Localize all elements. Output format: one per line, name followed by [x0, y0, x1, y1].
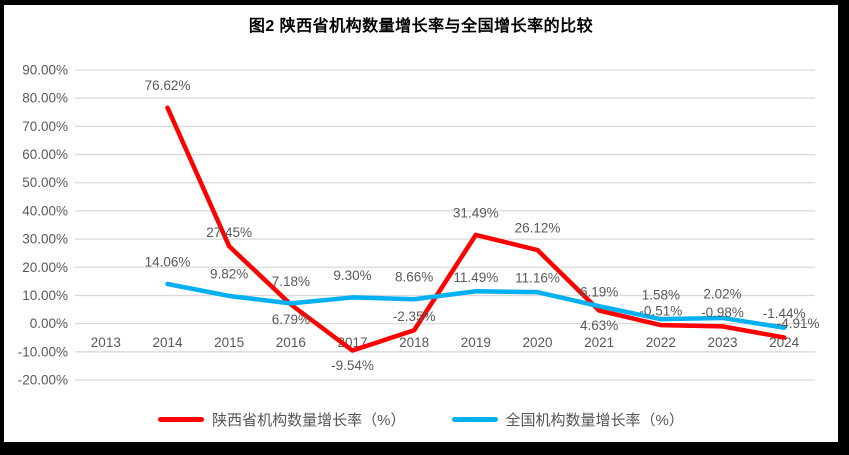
national-series-swatch-icon — [451, 416, 498, 422]
data-label: 11.49% — [453, 270, 498, 285]
x-axis-tick-label: 2020 — [522, 335, 552, 350]
legend-item-shaanxi[interactable]: 陕西省机构数量增长率（%） — [158, 409, 406, 430]
data-label: -9.54% — [331, 358, 374, 373]
data-label: -1.44% — [763, 306, 806, 321]
y-axis-tick-label: 20.00% — [22, 260, 68, 275]
y-axis-tick-label: 60.00% — [22, 147, 68, 162]
data-label: 8.66% — [395, 270, 433, 285]
data-label: 9.30% — [333, 268, 371, 283]
shaanxi-series-label: 陕西省机构数量增长率（%） — [212, 411, 406, 429]
data-label: -2.35% — [393, 309, 436, 324]
national-series-label: 全国机构数量增长率（%） — [505, 411, 684, 429]
data-label: 7.18% — [272, 274, 310, 289]
shaanxi-series-swatch-icon — [158, 416, 205, 422]
y-axis-tick-label: 70.00% — [22, 119, 68, 134]
data-label: 2.02% — [703, 286, 741, 301]
y-axis-tick-label: -20.00% — [18, 373, 68, 388]
y-axis-tick-label: 0.00% — [30, 316, 68, 331]
x-axis-tick-label: 2015 — [214, 335, 244, 350]
data-label: 14.06% — [145, 255, 191, 270]
data-label: 31.49% — [453, 205, 499, 220]
data-label: 26.12% — [515, 221, 561, 236]
legend: 陕西省机构数量增长率（%） 全国机构数量增长率（%） — [4, 406, 838, 432]
data-label: 6.79% — [272, 312, 310, 327]
data-label: 27.45% — [206, 225, 252, 240]
data-label: -4.91% — [777, 316, 820, 331]
x-axis-tick-label: 2022 — [646, 335, 676, 350]
y-axis-tick-label: 30.00% — [22, 232, 68, 247]
y-axis-tick-label: -10.00% — [18, 344, 68, 359]
x-axis-tick-label: 2024 — [769, 335, 800, 350]
legend-item-national[interactable]: 全国机构数量增长率（%） — [451, 409, 684, 430]
x-axis-tick-label: 2016 — [276, 335, 306, 350]
series-line-national — [165, 281, 787, 330]
x-axis-tick-label: 2013 — [91, 335, 121, 350]
y-axis-tick-label: 40.00% — [22, 203, 68, 218]
y-axis-tick-label: 90.00% — [22, 63, 68, 78]
y-axis-tick-label: 80.00% — [22, 91, 68, 106]
y-axis-tick-label: 50.00% — [22, 175, 68, 190]
series-line-shaanxi — [165, 105, 787, 353]
data-label: 11.16% — [515, 271, 560, 286]
x-axis-tick-label: 2014 — [152, 335, 183, 350]
x-axis-tick-label: 2018 — [399, 335, 429, 350]
data-label: 6.19% — [580, 285, 618, 300]
data-label: 76.62% — [145, 78, 191, 93]
data-label: -0.98% — [701, 305, 744, 320]
chart-title: 图2 陕西省机构数量增长率与全国增长率的比较 — [248, 18, 594, 35]
chart-canvas: 图2 陕西省机构数量增长率与全国增长率的比较 90.00% 80.00% 70.00… — [4, 5, 838, 442]
data-label: 9.82% — [210, 266, 248, 281]
x-axis-tick-label: 2023 — [707, 335, 737, 350]
x-axis-tick-label: 2019 — [461, 335, 491, 350]
data-label: 4.63% — [580, 318, 618, 333]
data-label: 1.58% — [642, 288, 680, 303]
x-axis-tick-label: 2021 — [584, 335, 614, 350]
y-axis-tick-label: 10.00% — [22, 288, 68, 303]
data-label: -0.51% — [639, 304, 682, 319]
